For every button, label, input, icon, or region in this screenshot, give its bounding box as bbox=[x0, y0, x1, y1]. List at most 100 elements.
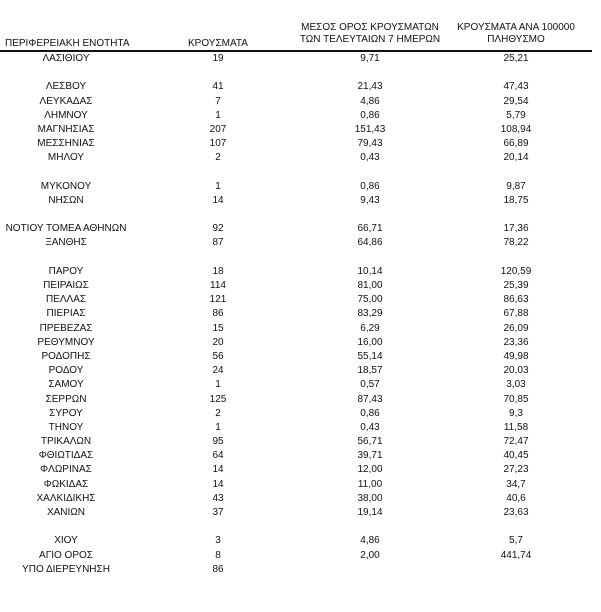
region-cell: ΛΑΣΙΘΙΟΥ bbox=[42, 53, 90, 64]
cases-cell: 8 bbox=[215, 549, 221, 561]
region-cell: ΠΙΕΡΙΑΣ bbox=[46, 308, 86, 320]
table-row: ΦΛΩΡΙΝΑΣ 14 12,00 27,23 bbox=[0, 463, 601, 477]
per-100000-cell: 67,88 bbox=[503, 308, 529, 320]
per-100000-cell: 25,21 bbox=[503, 53, 529, 64]
avg-cell: 83,29 bbox=[357, 308, 383, 320]
header-per-line1: ΚΡΟΥΣΜΑΤΑ ΑΝΑ 100000 bbox=[457, 22, 575, 33]
per-100000-cell: 34,7 bbox=[506, 478, 526, 490]
avg-cell: 75,00 bbox=[357, 294, 383, 306]
per-100000-cell: 66,89 bbox=[503, 138, 529, 150]
header-region: ΠΕΡΙΦΕΡΕΙΑΚΗ ΕΝΟΤΗΤΑ bbox=[5, 38, 205, 66]
region-cell: ΜΕΣΣΗΝΙΑΣ bbox=[37, 138, 95, 150]
region-cell: ΣΕΡΡΩΝ bbox=[45, 393, 87, 405]
table-row: ΡΟΔΟΠΗΣ 56 55,14 49,98 bbox=[0, 350, 601, 364]
cases-cell: 125 bbox=[209, 393, 227, 405]
region-cell: ΝΟΤΙΟΥ ΤΟΜΕΑ ΑΘΗΝΩΝ bbox=[5, 223, 127, 235]
per-100000-cell: 5,7 bbox=[509, 535, 523, 547]
per-100000-cell: 9,87 bbox=[506, 180, 526, 192]
table-row: ΞΑΝΘΗΣ 87 64,86 78,22 bbox=[0, 236, 601, 250]
avg-cell: 81,00 bbox=[357, 280, 383, 291]
header-avg-line2: ΤΩΝ ΤΕΛΕΥΤΑΙΩΝ 7 ΗΜΕΡΩΝ bbox=[299, 34, 441, 45]
per-100000-cell: 9,3 bbox=[509, 407, 523, 419]
cases-cell: 41 bbox=[212, 81, 224, 93]
per-100000-cell: 17,36 bbox=[503, 223, 529, 235]
table-body: ΛΑΣΙΘΙΟΥ 19 9,71 25,21 ΛΕΣΒΟΥ 41 21,43 47,43 ΛΕΥ… bbox=[0, 52, 601, 577]
per-100000-cell: 72,47 bbox=[503, 436, 529, 448]
per-100000-cell: 29,54 bbox=[503, 95, 529, 107]
avg-cell: 10,14 bbox=[357, 265, 383, 277]
per-100000-cell: 11,58 bbox=[503, 421, 529, 433]
avg-cell: 4,86 bbox=[360, 95, 380, 107]
per-100000-cell: 120,59 bbox=[500, 265, 532, 277]
cases-cell: 107 bbox=[209, 138, 227, 150]
table-row: ΦΩΚΙΔΑΣ 14 11,00 34,7 bbox=[0, 478, 601, 492]
region-cell: ΠΑΡΟΥ bbox=[48, 265, 84, 277]
region-cell: ΣΑΜΟΥ bbox=[48, 379, 84, 391]
avg-cell: 0,86 bbox=[360, 109, 380, 121]
per-100000-cell: 108,94 bbox=[500, 123, 532, 135]
cases-cell: 1 bbox=[215, 421, 221, 433]
per-100000-cell: 23,36 bbox=[503, 336, 529, 348]
header-per-100000: ΚΡΟΥΣΜΑΤΑ ΑΝΑ 100000 ΠΛΗΘΥΣΜΟ bbox=[440, 22, 592, 50]
avg-cell: 9,43 bbox=[360, 194, 380, 206]
per-100000-cell: 20,14 bbox=[503, 152, 529, 164]
header-per-line2: ΠΛΗΘΥΣΜΟ bbox=[487, 34, 545, 45]
region-cell: ΧΑΝΙΩΝ bbox=[46, 507, 86, 518]
region-cell: ΤΡΙΚΑΛΩΝ bbox=[40, 436, 92, 448]
cases-cell: 37 bbox=[212, 507, 224, 518]
avg-cell: 16,00 bbox=[357, 336, 383, 348]
table-row: ΡΟΔΟΥ 24 18,57 20,03 bbox=[0, 364, 601, 378]
cases-cell: 95 bbox=[212, 436, 224, 448]
cases-cell: 18 bbox=[212, 265, 224, 277]
table-row: ΤΗΝΟΥ 1 0,43 11,58 bbox=[0, 421, 601, 435]
table-row bbox=[0, 166, 601, 180]
table-row: ΜΕΣΣΗΝΙΑΣ 107 79,43 66,89 bbox=[0, 137, 601, 151]
table-row: ΠΕΛΛΑΣ 121 75,00 86,63 bbox=[0, 293, 601, 307]
per-100000-cell: 27,23 bbox=[503, 464, 529, 476]
table-row: ΡΕΘΥΜΝΟΥ 20 16,00 23,36 bbox=[0, 336, 601, 350]
table-row: ΛΕΣΒΟΥ 41 21,43 47,43 bbox=[0, 80, 601, 94]
avg-cell: 39,71 bbox=[357, 450, 383, 462]
avg-cell: 11,00 bbox=[357, 478, 383, 490]
table-row: ΧΑΛΚΙΔΙΚΗΣ 43 38,00 40,6 bbox=[0, 492, 601, 506]
per-100000-cell: 40,45 bbox=[503, 450, 529, 462]
region-cell: ΜΑΓΝΗΣΙΑΣ bbox=[37, 123, 95, 135]
avg-cell: 66,71 bbox=[357, 223, 383, 235]
cases-cell: 92 bbox=[212, 223, 224, 235]
per-100000-cell: 25,39 bbox=[503, 280, 529, 291]
cases-cell: 1 bbox=[215, 180, 221, 192]
per-100000-cell: 18,75 bbox=[503, 194, 529, 206]
cases-cell: 19 bbox=[212, 53, 224, 64]
region-cell: ΠΕΛΛΑΣ bbox=[45, 294, 87, 306]
table-row: ΣΥΡΟΥ 2 0,86 9,3 bbox=[0, 407, 601, 421]
table-row: ΜΥΚΟΝΟΥ 1 0,86 9,87 bbox=[0, 180, 601, 194]
region-cell: ΞΑΝΘΗΣ bbox=[45, 237, 87, 249]
region-cell: ΤΗΝΟΥ bbox=[48, 421, 84, 433]
region-cell: ΧΙΟΥ bbox=[54, 535, 78, 547]
cases-cell: 207 bbox=[209, 123, 227, 135]
avg-cell: 38,00 bbox=[357, 492, 383, 504]
cases-cell: 56 bbox=[212, 350, 224, 362]
per-100000-cell: 3,03 bbox=[506, 379, 526, 391]
cases-cell: 87 bbox=[212, 237, 224, 249]
per-100000-cell: 49,98 bbox=[503, 350, 529, 362]
header-7day-average: ΜΕΣΟΣ ΟΡΟΣ ΚΡΟΥΣΜΑΤΩΝ ΤΩΝ ΤΕΛΕΥΤΑΙΩΝ 7 Η… bbox=[290, 22, 450, 50]
avg-cell: 19,14 bbox=[357, 507, 383, 518]
region-cell: ΡΕΘΥΜΝΟΥ bbox=[37, 336, 95, 348]
cases-cell: 43 bbox=[212, 492, 224, 504]
avg-cell: 56,71 bbox=[357, 436, 383, 448]
per-100000-cell: 20,03 bbox=[503, 365, 529, 377]
region-cell: ΛΗΜΝΟΥ bbox=[44, 109, 88, 121]
region-cell: ΦΩΚΙΔΑΣ bbox=[43, 478, 89, 490]
per-100000-cell: 86,63 bbox=[503, 294, 529, 306]
table-row: ΠΡΕΒΕΖΑΣ 15 6,29 26,09 bbox=[0, 322, 601, 336]
avg-cell: 0,86 bbox=[360, 407, 380, 419]
cases-cell: 86 bbox=[212, 308, 224, 320]
avg-cell: 4,86 bbox=[360, 535, 380, 547]
avg-cell: 55,14 bbox=[357, 350, 383, 362]
per-100000-cell: 47,43 bbox=[503, 81, 529, 93]
table-row: ΛΕΥΚΑΔΑΣ 7 4,86 29,54 bbox=[0, 95, 601, 109]
region-cell: ΜΥΚΟΝΟΥ bbox=[40, 180, 92, 192]
per-100000-cell: 23,63 bbox=[503, 507, 529, 518]
per-100000-cell: 441,74 bbox=[500, 549, 532, 561]
